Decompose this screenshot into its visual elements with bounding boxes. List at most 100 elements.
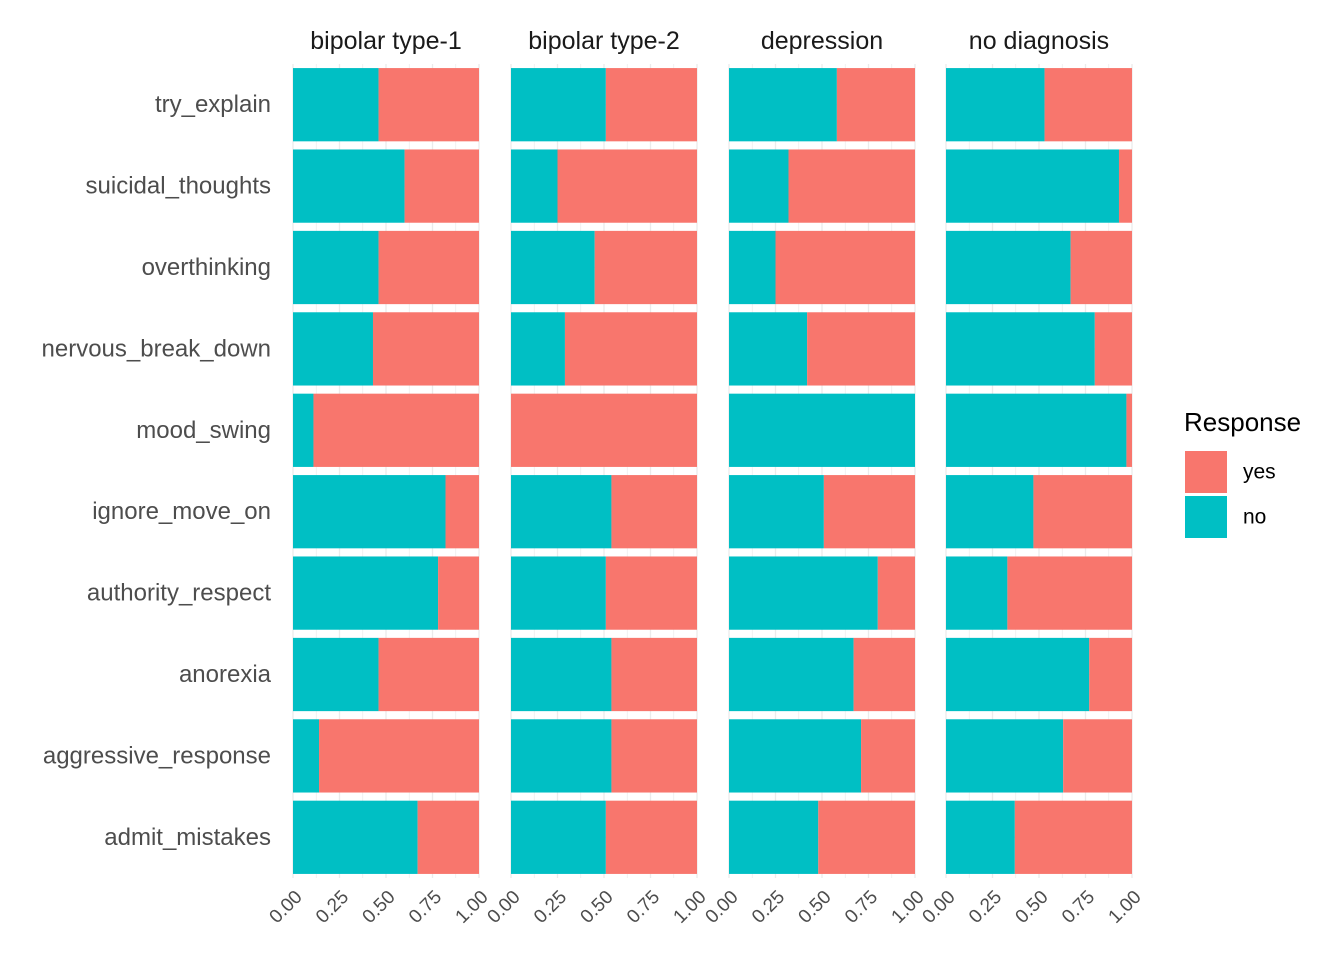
bar-yes-no-diagnosis-authority-respect [1007,556,1132,630]
bar-yes-bipolar-type-2-admit-mistakes [605,800,697,874]
bar-no-depression-suicidal-thoughts [729,149,789,223]
x-tick-label-depression-3: 0.75 [841,887,882,928]
facet-title-bipolar-type-1: bipolar type-1 [310,27,461,55]
x-tick-label-bipolar-type-2-1: 0.25 [530,887,571,928]
bar-yes-no-diagnosis-overthinking [1070,230,1132,305]
bar-yes-bipolar-type-2-mood-swing [511,393,697,467]
bar-yes-no-diagnosis-try-explain [1044,68,1132,142]
y-category-label-ignore-move-on: ignore_move_on [92,498,271,525]
facet-title-depression: depression [761,27,883,55]
legend-label-yes: yes [1243,461,1276,484]
bar-no-bipolar-type-1-overthinking [293,230,379,305]
bar-no-bipolar-type-1-authority-respect [293,556,439,630]
bar-yes-depression-suicidal-thoughts [788,149,915,223]
bar-yes-depression-nervous-break-down [807,312,915,386]
x-tick-label-depression-4: 1.00 [888,887,929,928]
bar-yes-bipolar-type-1-admit-mistakes [417,800,479,874]
bar-yes-bipolar-type-1-try-explain [378,68,479,142]
bar-yes-bipolar-type-2-try-explain [605,68,697,142]
bar-no-bipolar-type-2-authority-respect [511,556,606,630]
bar-no-bipolar-type-2-suicidal-thoughts [511,149,558,223]
bar-no-bipolar-type-1-admit-mistakes [293,800,418,874]
bar-no-bipolar-type-1-mood-swing [293,393,314,467]
legend-key-yes [1185,451,1227,493]
legend-title: Response [1184,407,1301,437]
bar-no-depression-admit-mistakes [729,800,819,874]
bar-yes-bipolar-type-2-overthinking [594,230,697,305]
bar-no-depression-anorexia [729,637,854,712]
x-tick-label-bipolar-type-1-3: 0.75 [405,887,446,928]
bar-no-bipolar-type-2-ignore-move-on [511,475,612,549]
bar-yes-no-diagnosis-aggressive-response [1063,719,1132,793]
bar-yes-depression-try-explain [836,68,915,142]
bar-yes-bipolar-type-2-authority-respect [605,556,697,630]
bar-yes-bipolar-type-1-suicidal-thoughts [404,149,479,223]
bar-no-bipolar-type-2-anorexia [511,637,612,712]
y-category-label-try-explain: try_explain [155,91,271,118]
bar-no-bipolar-type-2-overthinking [511,230,595,305]
bar-no-no-diagnosis-nervous-break-down [946,312,1095,386]
y-category-label-admit-mistakes: admit_mistakes [104,824,271,851]
bar-no-no-diagnosis-overthinking [946,230,1071,305]
bar-yes-bipolar-type-1-ignore-move-on [445,475,479,549]
bar-no-bipolar-type-2-admit-mistakes [511,800,606,874]
bar-yes-no-diagnosis-nervous-break-down [1094,312,1132,386]
bar-no-no-diagnosis-aggressive-response [946,719,1064,793]
bar-no-no-diagnosis-admit-mistakes [946,800,1015,874]
bar-yes-bipolar-type-1-anorexia [378,637,479,712]
bar-yes-bipolar-type-2-ignore-move-on [611,475,697,549]
bar-no-no-diagnosis-try-explain [946,68,1045,142]
bar-no-depression-ignore-move-on [729,475,824,549]
bar-yes-depression-anorexia [853,637,915,712]
x-tick-label-bipolar-type-2-4: 1.00 [670,887,711,928]
bar-yes-bipolar-type-2-aggressive-response [611,719,697,793]
y-category-label-authority-respect: authority_respect [87,580,271,607]
bar-no-bipolar-type-1-suicidal-thoughts [293,149,405,223]
x-tick-label-depression-0: 0.00 [702,887,743,928]
y-category-label-mood-swing: mood_swing [136,417,271,444]
x-tick-label-bipolar-type-1-1: 0.25 [312,887,353,928]
bar-yes-no-diagnosis-ignore-move-on [1033,475,1132,549]
bar-yes-depression-overthinking [775,230,915,305]
bar-no-no-diagnosis-anorexia [946,637,1090,712]
bar-yes-bipolar-type-1-nervous-break-down [372,312,479,386]
x-tick-label-bipolar-type-2-2: 0.50 [577,887,618,928]
x-tick-label-bipolar-type-2-3: 0.75 [623,887,664,928]
facet-title-no-diagnosis: no diagnosis [969,27,1109,55]
bar-no-depression-overthinking [729,230,776,305]
bar-no-no-diagnosis-authority-respect [946,556,1008,630]
bar-yes-depression-aggressive-response [861,719,915,793]
x-tick-label-bipolar-type-1-4: 1.00 [452,887,493,928]
bar-no-bipolar-type-1-nervous-break-down [293,312,373,386]
x-tick-label-no-diagnosis-1: 0.25 [965,887,1006,928]
facet-title-bipolar-type-2: bipolar type-2 [528,27,679,55]
y-category-label-overthinking: overthinking [142,254,271,281]
bar-no-depression-authority-respect [729,556,878,630]
x-tick-label-no-diagnosis-2: 0.50 [1012,887,1053,928]
y-category-label-suicidal-thoughts: suicidal_thoughts [86,173,271,200]
bar-yes-bipolar-type-1-mood-swing [313,393,479,467]
x-tick-label-depression-1: 0.25 [748,887,789,928]
bar-yes-no-diagnosis-mood-swing [1126,393,1132,467]
y-category-label-anorexia: anorexia [179,661,272,688]
bar-no-no-diagnosis-suicidal-thoughts [946,149,1119,223]
bar-no-depression-try-explain [729,68,837,142]
bar-yes-no-diagnosis-suicidal-thoughts [1118,149,1132,223]
x-tick-label-depression-2: 0.50 [795,887,836,928]
bar-no-depression-nervous-break-down [729,312,808,386]
bar-no-no-diagnosis-ignore-move-on [946,475,1034,549]
bar-yes-bipolar-type-2-suicidal-thoughts [557,149,697,223]
bar-no-bipolar-type-2-try-explain [511,68,606,142]
x-tick-label-no-diagnosis-3: 0.75 [1058,887,1099,928]
x-tick-label-no-diagnosis-0: 0.00 [919,887,960,928]
bar-yes-bipolar-type-2-nervous-break-down [564,312,697,386]
bar-yes-bipolar-type-1-overthinking [378,230,479,305]
bar-yes-no-diagnosis-admit-mistakes [1014,800,1132,874]
bar-yes-depression-admit-mistakes [818,800,915,874]
bar-yes-bipolar-type-2-anorexia [611,637,697,712]
bar-no-bipolar-type-1-ignore-move-on [293,475,446,549]
bar-no-bipolar-type-1-anorexia [293,637,379,712]
y-category-label-nervous-break-down: nervous_break_down [42,335,272,362]
legend-key-no [1185,496,1227,538]
